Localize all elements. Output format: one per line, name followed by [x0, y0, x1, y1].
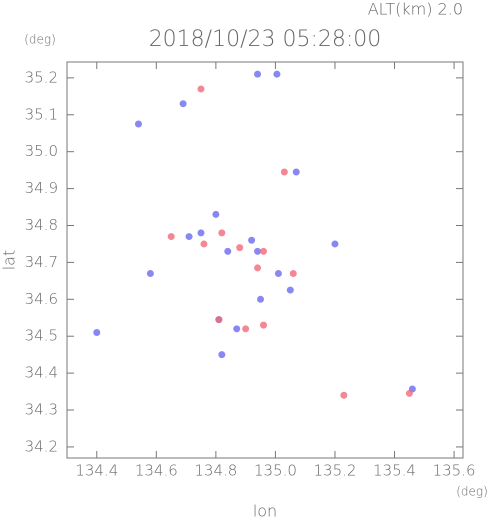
- echo-point: [292, 168, 300, 176]
- x-unit: (deg): [456, 485, 488, 499]
- echo-point: [224, 247, 232, 255]
- x-tick-label: 135.6: [433, 462, 476, 480]
- x-tick-label: 134.6: [135, 462, 178, 480]
- echo-point: [197, 229, 205, 237]
- echo-point: [200, 240, 208, 248]
- echo-point: [331, 240, 339, 248]
- echo-point: [242, 325, 250, 333]
- y-tick-label: 34.4: [25, 364, 58, 382]
- echo-point: [179, 100, 187, 108]
- subtitle: ALT(km) 2.0: [368, 0, 463, 19]
- echo-point: [260, 247, 268, 255]
- echo-point: [167, 233, 175, 241]
- y-tick-label: 34.8: [25, 216, 58, 234]
- y-tick-label: 34.9: [25, 179, 58, 197]
- echo-point: [273, 70, 281, 78]
- echo-point: [233, 325, 241, 333]
- y-tick-label: 34.5: [25, 327, 58, 345]
- y-tick-label: 35.0: [25, 142, 58, 160]
- echo-point: [286, 286, 294, 294]
- echo-point: [146, 269, 154, 277]
- echo-point: [289, 269, 297, 277]
- echo-point: [218, 351, 226, 359]
- chart-title: 2018/10/23 05:28:00: [149, 27, 382, 52]
- echo-point: [93, 329, 101, 337]
- y-tick-label: 34.7: [25, 253, 58, 271]
- echo-point: [280, 168, 288, 176]
- x-tick-label: 135.0: [254, 462, 297, 480]
- echo-point: [215, 316, 223, 324]
- y-tick-label: 34.3: [25, 401, 58, 419]
- x-tick-label: 134.8: [194, 462, 237, 480]
- echo-point: [236, 244, 244, 252]
- echo-point: [134, 120, 142, 128]
- echo-point: [254, 264, 262, 272]
- y-tick-label: 34.6: [25, 290, 58, 308]
- y-tick-label: 35.2: [25, 68, 58, 86]
- x-label: lon: [253, 502, 277, 521]
- echo-point: [257, 295, 265, 303]
- plot-frame: [66, 61, 464, 459]
- x-tick-label: 135.4: [373, 462, 416, 480]
- y-tick-label: 34.2: [25, 437, 58, 455]
- echo-point: [405, 389, 413, 397]
- echo-point: [185, 233, 193, 241]
- x-tick-label: 135.2: [313, 462, 356, 480]
- y-label: lat: [0, 250, 19, 271]
- echo-point: [248, 236, 256, 244]
- echo-point: [218, 229, 226, 237]
- echo-point: [260, 321, 268, 329]
- echo-point: [254, 247, 262, 255]
- echo-point: [340, 391, 348, 399]
- echo-point: [197, 85, 205, 93]
- echo-point: [274, 269, 282, 277]
- y-unit: (deg): [24, 33, 56, 47]
- y-tick-label: 35.1: [25, 105, 58, 123]
- echo-point: [212, 210, 220, 218]
- echo-point: [254, 70, 262, 78]
- x-tick-label: 134.4: [75, 462, 118, 480]
